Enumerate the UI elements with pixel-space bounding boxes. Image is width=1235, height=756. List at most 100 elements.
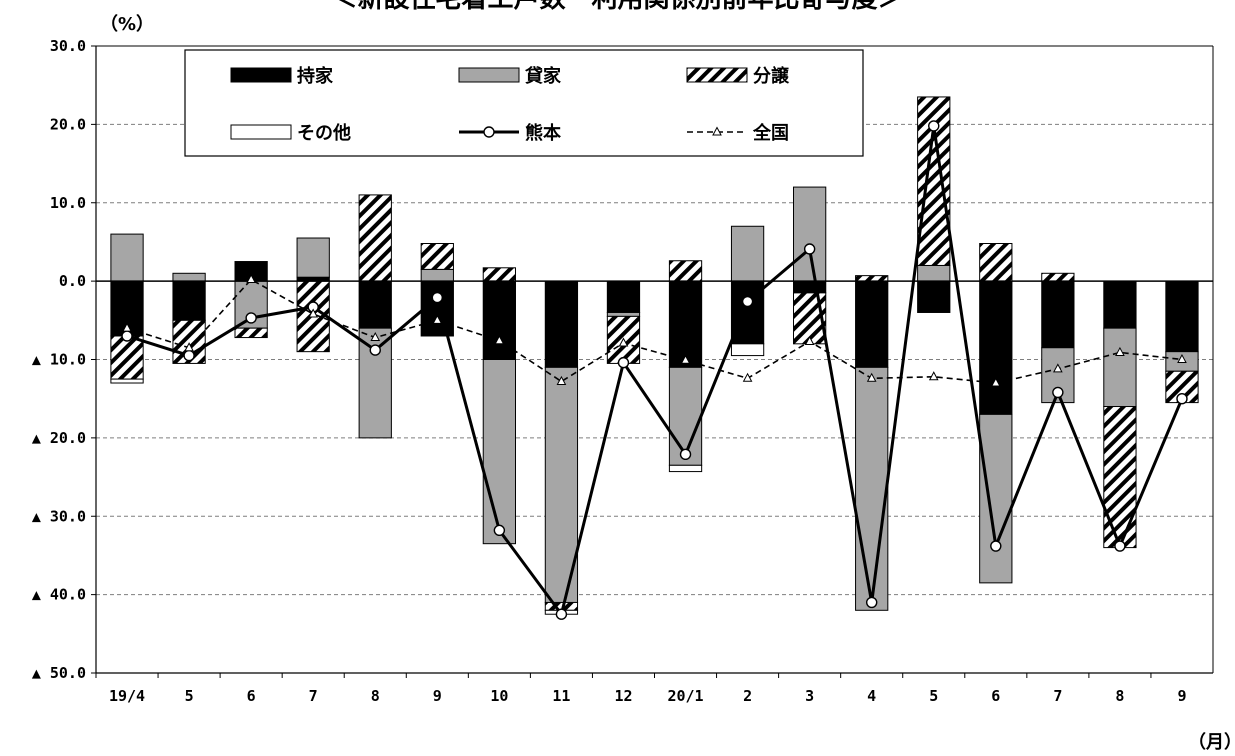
bar-持家: [544, 280, 579, 368]
bar-持家: [1103, 280, 1137, 329]
point-熊本: [1052, 386, 1064, 399]
point-熊本: [245, 312, 257, 324]
bar-その他: [668, 464, 703, 473]
series-lines: [121, 120, 1188, 620]
point-全国: [804, 335, 815, 345]
x-axis-unit-label: （月）: [1188, 732, 1235, 753]
x-tick-label: 5: [929, 687, 938, 705]
x-tick-label: 9: [1177, 687, 1186, 705]
y-tick-label: 0.0: [59, 272, 86, 290]
x-tick-label: 7: [309, 687, 318, 705]
bar-貸家: [110, 233, 144, 282]
bar-貸家: [855, 366, 889, 611]
x-tick-label: 3: [805, 687, 814, 705]
bar-貸家: [420, 268, 454, 282]
bar-その他: [110, 378, 144, 384]
bar-分譲: [110, 335, 144, 380]
bar-分譲: [420, 243, 454, 270]
x-tick-label: 12: [614, 687, 632, 705]
x-tick-label: 5: [185, 687, 194, 705]
point-全国: [928, 371, 939, 381]
bar-持家: [793, 280, 827, 294]
series-line-熊本: [126, 125, 1184, 618]
y-tick-label: ▲ 10.0: [32, 351, 86, 369]
legend-swatch-その他: [230, 124, 292, 140]
y-axis-unit-label: （%）: [100, 14, 155, 35]
x-tick-label: 9: [433, 687, 442, 705]
bar-持家: [979, 280, 1013, 415]
point-熊本: [1176, 392, 1188, 405]
x-tick-label: 6: [991, 687, 1000, 705]
point-熊本: [555, 608, 568, 620]
bars: [110, 96, 1199, 615]
bar-持家: [855, 280, 889, 368]
bar-持家: [482, 280, 516, 360]
point-熊本: [121, 330, 133, 342]
y-tick-label: ▲ 30.0: [32, 507, 86, 525]
legend-swatch-分譲: [686, 67, 748, 83]
x-tick-label: 4: [867, 687, 876, 705]
legend-box: [184, 49, 864, 157]
y-tick-label: 20.0: [50, 115, 86, 133]
legend-label-持家: 持家: [297, 65, 334, 87]
point-全国: [990, 377, 1001, 387]
y-tick-label: 30.0: [50, 37, 86, 55]
axes: 30.0 20.0 10.0 0.0 ▲ 10.0 ▲ 20.0 ▲ 30.0 ▲ 40.0 ▲…: [32, 37, 1214, 705]
legend-label-貸家: 貸家: [525, 65, 562, 87]
point-全国: [122, 322, 132, 332]
x-tick-label: 19/4: [109, 687, 145, 705]
point-熊本: [369, 344, 381, 356]
bar-貸家: [979, 413, 1013, 584]
bar-持家: [1041, 280, 1075, 349]
point-全国: [1177, 353, 1187, 363]
point-全国: [184, 342, 194, 352]
bar-分譲: [234, 327, 268, 339]
point-熊本: [803, 243, 816, 255]
x-tick-label: 8: [1115, 687, 1124, 705]
y-tick-label: ▲ 20.0: [32, 429, 86, 447]
point-全国: [1053, 363, 1063, 373]
point-全国: [742, 372, 753, 382]
legend-marker-熊本: [483, 126, 495, 138]
bar-持家: [1165, 280, 1199, 353]
point-熊本: [679, 448, 692, 461]
bar-貸家: [172, 272, 206, 282]
point-熊本: [928, 120, 940, 132]
point-熊本: [617, 356, 630, 369]
x-tick-label: 6: [247, 687, 256, 705]
bar-貸家: [917, 264, 951, 282]
bar-分譲: [1103, 406, 1137, 549]
bar-貸家: [1103, 327, 1137, 408]
x-tick-label: 10: [490, 687, 508, 705]
point-全国: [308, 308, 319, 318]
legend-label-全国: 全国: [752, 122, 789, 144]
x-tick-label: 20/1: [667, 687, 703, 705]
series-line-全国: [126, 278, 1183, 384]
bar-分譲: [855, 275, 889, 282]
bar-その他: [730, 343, 765, 357]
point-全国: [618, 337, 629, 347]
bar-貸家: [606, 311, 641, 317]
bar-分譲: [979, 243, 1013, 282]
point-熊本: [865, 596, 878, 609]
bar-持家: [358, 280, 392, 329]
bar-分譲: [358, 194, 392, 282]
legend-swatch-貸家: [458, 67, 520, 83]
bar-貸家: [793, 186, 827, 282]
point-熊本: [990, 540, 1002, 552]
point-熊本: [431, 291, 444, 304]
legend-label-分譲: 分譲: [753, 65, 790, 87]
y-tick-label: 10.0: [50, 194, 86, 212]
bar-分譲: [668, 260, 703, 282]
point-熊本: [183, 349, 195, 362]
legend-swatch-持家: [230, 67, 292, 83]
x-tick-label: 11: [552, 687, 570, 705]
legend-label-熊本: 熊本: [525, 122, 561, 144]
bar-貸家: [296, 237, 330, 278]
bar-持家: [606, 280, 641, 313]
point-熊本: [741, 295, 754, 308]
x-tick-label: 8: [371, 687, 380, 705]
bar-分譲: [482, 267, 516, 282]
